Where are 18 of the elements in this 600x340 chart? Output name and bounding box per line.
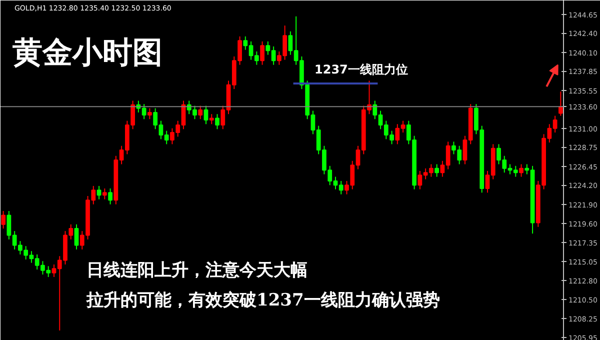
candlestick — [434, 164, 440, 178]
candlestick — [1, 210, 6, 230]
annotation: 日线连阳上升，注意今天大幅 — [86, 260, 308, 280]
candlestick — [198, 105, 203, 120]
candlestick — [215, 114, 220, 130]
candlestick — [74, 224, 79, 250]
candlestick — [102, 188, 107, 200]
candlestick — [96, 185, 102, 200]
annotation: 1237一线阻力位 — [314, 62, 408, 76]
candlestick — [108, 188, 112, 205]
candlestick — [558, 91, 563, 116]
candlestick — [148, 108, 152, 120]
candlestick — [260, 40, 264, 66]
candlestick — [204, 105, 208, 125]
candlestick — [209, 114, 214, 125]
annotation: 拉升的可能，有效突破1237一线阻力确认强势 — [86, 290, 440, 310]
candlestick — [519, 164, 524, 178]
text: 黄金小时图 — [12, 36, 162, 70]
